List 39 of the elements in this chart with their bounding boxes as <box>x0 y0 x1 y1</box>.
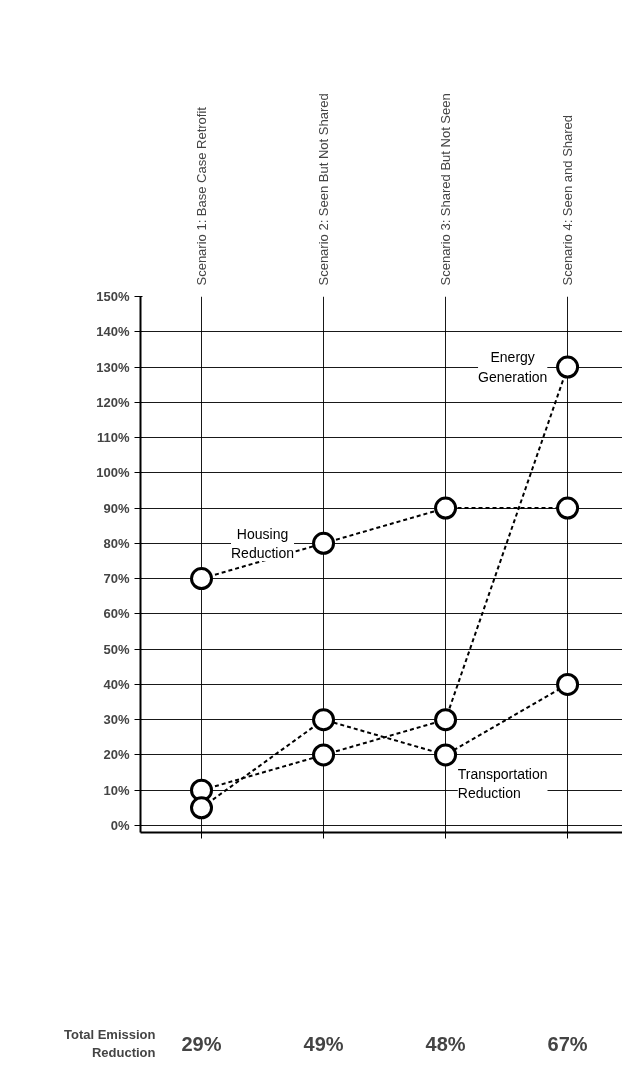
y-tick-label: 40% <box>103 676 130 692</box>
point <box>434 708 458 732</box>
y-tick-label: 60% <box>103 606 130 622</box>
y-tick-label: 100% <box>96 465 130 481</box>
series-label: Transportation Reduction <box>457 765 548 801</box>
y-tick-label: 70% <box>103 571 130 587</box>
x-tick-label: Scenario 3: Shared But Not Seen <box>438 93 454 286</box>
point <box>312 743 336 767</box>
point <box>434 743 458 767</box>
point <box>312 708 336 732</box>
y-tick-label: 10% <box>103 782 130 798</box>
text: Total Emission Reduction <box>64 1027 156 1060</box>
point <box>556 355 580 379</box>
series-label: Housing Reduction <box>231 525 295 561</box>
y-tick-label: 50% <box>103 641 130 657</box>
y-tick-label: 0% <box>110 817 130 833</box>
point <box>556 496 580 520</box>
series-label: Energy Generation <box>478 349 548 385</box>
point <box>190 567 214 591</box>
text: 48% <box>425 1032 466 1055</box>
y-tick-label: 110% <box>96 430 130 446</box>
x-tick-label: Scenario 4: Seen and Shared <box>560 114 576 286</box>
y-tick-label: 90% <box>103 500 130 516</box>
y-tick-label: 30% <box>103 712 130 728</box>
text: 29% <box>181 1032 222 1055</box>
point <box>434 496 458 520</box>
point <box>312 531 336 555</box>
point <box>556 672 580 696</box>
text: 49% <box>303 1032 344 1055</box>
y-tick-label: 120% <box>96 394 130 410</box>
x-tick-label: Scenario 1: Base Case Retrofit <box>194 106 210 286</box>
y-tick-label: 80% <box>103 535 130 551</box>
point <box>190 796 214 820</box>
y-tick-label: 20% <box>103 747 130 763</box>
text: 67% <box>547 1032 588 1055</box>
y-tick-label: 130% <box>96 359 130 375</box>
y-tick-label: 150% <box>96 289 130 304</box>
x-tick-label: Scenario 2: Seen But Not Shared <box>316 93 332 286</box>
y-tick-label: 140% <box>96 324 130 340</box>
